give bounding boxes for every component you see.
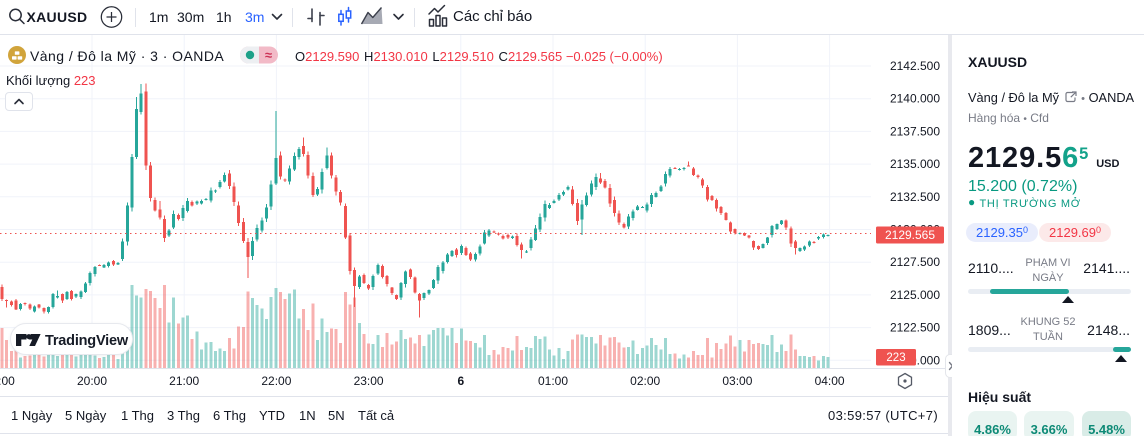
svg-text:TradingView: TradingView [45, 333, 129, 349]
svg-text:03:00: 03:00 [722, 374, 752, 388]
svg-text:≈: ≈ [265, 48, 272, 63]
svg-text:2137.500: 2137.500 [890, 124, 940, 138]
svg-text:21:00: 21:00 [169, 374, 199, 388]
svg-text:20:00: 20:00 [77, 374, 107, 388]
svg-text:2129.565: 2129.565 [885, 228, 935, 242]
svg-text:01:00: 01:00 [538, 374, 568, 388]
svg-text:02:00: 02:00 [630, 374, 660, 388]
svg-text:04:00: 04:00 [815, 374, 845, 388]
svg-text:19:00: 19:00 [0, 374, 15, 388]
svg-text:2125.000: 2125.000 [890, 288, 940, 302]
svg-text:2122.500: 2122.500 [890, 321, 940, 335]
svg-text:23:00: 23:00 [354, 374, 384, 388]
svg-text:2132.500: 2132.500 [890, 190, 940, 204]
svg-text:2140.000: 2140.000 [890, 92, 940, 106]
svg-text:6: 6 [457, 374, 464, 388]
svg-text:2127.500: 2127.500 [890, 255, 940, 269]
svg-text:223: 223 [886, 352, 905, 364]
svg-text:2135.000: 2135.000 [890, 157, 940, 171]
svg-text:2142.500: 2142.500 [890, 59, 940, 73]
svg-text:22:00: 22:00 [261, 374, 291, 388]
